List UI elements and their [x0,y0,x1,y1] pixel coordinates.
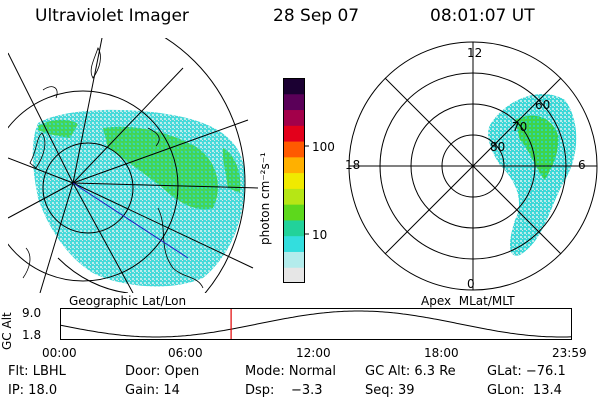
geographic-map [8,38,258,293]
gc-alt-info: GC Alt: 6.3 Re [365,364,456,379]
colorbar-segment [283,93,305,111]
colorbar-unit-label: photon cm⁻²s⁻¹ [258,152,272,245]
auroral-emission [32,109,245,287]
timeline-xtick-3: 18:00 [424,346,459,360]
apex-caption: Apex MLat/MLT [421,294,515,308]
gain-info: Gain: 14 [125,383,180,398]
mlt-label-12: 12 [467,46,483,60]
timeline-xtick-2: 12:00 [296,346,331,360]
lat-label-70: 70 [512,120,528,134]
glon-info: GLon: 13.4 [487,383,562,398]
grid-lines [8,38,258,293]
lat-label-60: 60 [535,98,551,112]
glat-info: GLat: −76.1 [487,364,566,379]
polar-grid [348,41,598,291]
polar-emission [488,94,577,256]
colorbar-tick-10: 10 [312,228,328,242]
seq-info: Seq: 39 [365,383,415,398]
colorbar-segment [283,172,305,189]
colorbar-segment [283,267,305,283]
geographic-caption: Geographic Lat/Lon [69,294,187,308]
colorbar-segment [283,78,305,95]
timeline-ytick-bottom: 1.8 [22,328,42,342]
colorbar-segment [283,235,305,252]
colorbar-segment [283,141,305,158]
lat-label-80: 80 [490,140,506,154]
mlt-label-6: 6 [578,158,586,172]
date-label: 28 Sep 07 [273,6,360,26]
timeline-ytick-top: 9.0 [22,306,42,320]
altitude-timeline [60,308,572,340]
colorbar-segment [283,219,305,237]
colorbar-segment [283,125,305,142]
coastlines [22,47,204,289]
door-info: Door: Open [125,364,200,379]
color-bar [283,78,309,283]
timeline-xtick-0: 00:00 [42,346,77,360]
ip-info: IP: 18.0 [8,383,58,398]
colorbar-tick-100: 100 [312,140,335,154]
magnetic-polar-map [348,41,598,291]
filter-info: Flt: LBHL [8,364,66,379]
instrument-title: Ultraviolet Imager [35,6,189,26]
dsp-info: Dsp: −3.3 [245,383,323,398]
mlt-label-0: 0 [467,277,475,291]
colorbar-segment [283,251,305,268]
colorbar-segment [283,156,305,174]
mlt-label-18: 18 [345,158,361,172]
timeline-xtick-4: 23:59 [552,346,587,360]
sun-direction-line [72,182,189,259]
colorbar-segment [283,204,305,221]
timeline-ylabel: GC Alt [0,312,14,350]
time-label: 08:01:07 UT [430,6,535,26]
mode-info: Mode: Normal [245,364,336,379]
colorbar-segment [283,109,305,126]
timeline-xtick-1: 06:00 [168,346,203,360]
colorbar-segment [283,188,305,205]
